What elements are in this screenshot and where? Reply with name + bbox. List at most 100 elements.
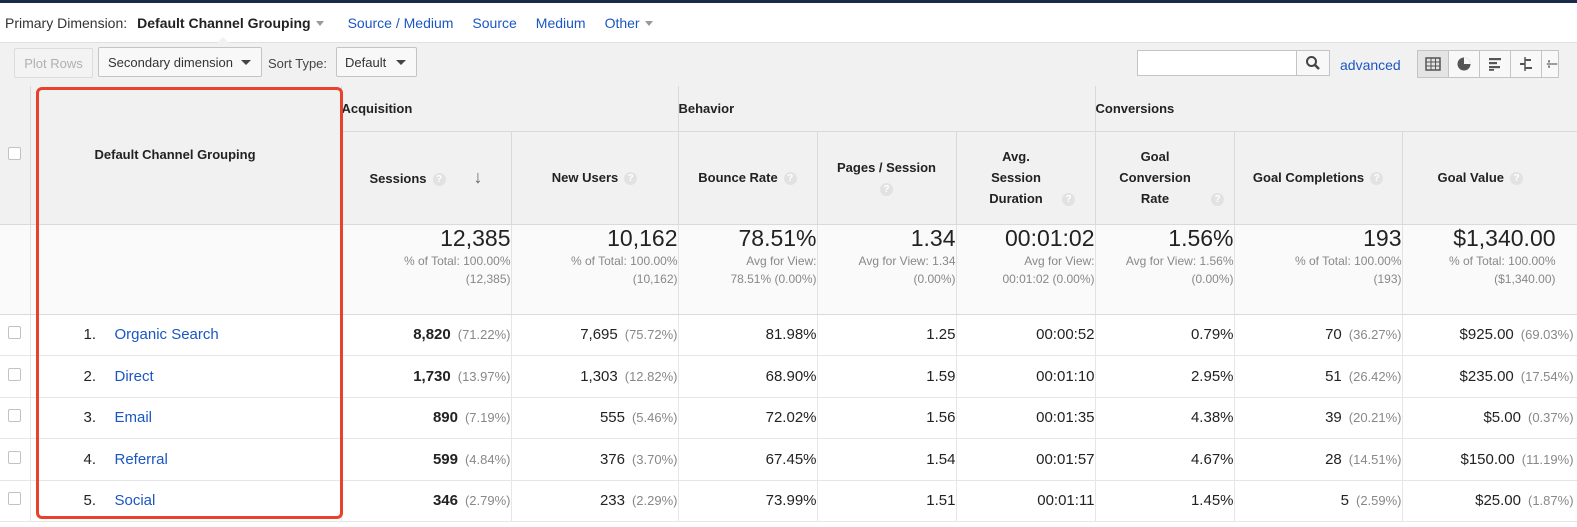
col-header-avg-session-duration[interactable]: Avg. Session Duration? xyxy=(956,131,1096,225)
comparison-view-button[interactable] xyxy=(1510,50,1542,78)
total-sub: Avg for View: 1.56% xyxy=(1125,253,1234,268)
row-dimension-cell: 4. Referral xyxy=(30,438,342,481)
sort-type-value: Default xyxy=(345,54,387,70)
total-sub: Avg for View: 1.34 xyxy=(858,253,956,268)
cell-goal-completions: 5 (2.59%) xyxy=(1234,480,1403,522)
row-checkbox-cell xyxy=(0,314,31,356)
cell-bounce-rate: 72.02% xyxy=(678,397,818,439)
row-checkbox[interactable] xyxy=(8,409,22,423)
row-dimension-cell: 1. Organic Search xyxy=(30,314,342,356)
select-all-checkbox[interactable] xyxy=(8,146,22,160)
cell-pages-session: 1.56 xyxy=(817,397,957,439)
cell-goal-completions: 51 (26.42%) xyxy=(1234,355,1403,398)
cell-sessions: 890 (7.19%) xyxy=(341,397,512,439)
cell-goal-conv-rate: 2.95% xyxy=(1095,355,1235,398)
cell-avg-duration: 00:01:57 xyxy=(956,438,1096,481)
help-icon[interactable]: ? xyxy=(1510,172,1523,186)
total-sub: % of Total: 100.00% xyxy=(403,253,511,268)
new-users-pct: (2.29%) xyxy=(631,493,678,509)
col-header-goal-conversion-rate[interactable]: Goal Conversion Rate? xyxy=(1095,131,1235,225)
sort-type-dropdown[interactable]: Default xyxy=(336,47,417,77)
dimension-header[interactable]: Default Channel Grouping xyxy=(30,86,342,225)
primary-dimension-bar: Primary Dimension: Default Channel Group… xyxy=(0,3,1577,45)
pivot-view-button[interactable] xyxy=(1541,50,1559,78)
new-users-value: 1,303 xyxy=(580,367,618,385)
total-avg-duration: 00:01:02 Avg for View: 00:01:02 (0.00%) xyxy=(956,224,1096,315)
new-users-value: 555 xyxy=(599,409,625,427)
row-checkbox[interactable] xyxy=(8,450,22,464)
help-icon[interactable]: ? xyxy=(1062,193,1075,207)
sessions-pct: (13.97%) xyxy=(457,368,511,384)
performance-view-icon xyxy=(1489,58,1501,71)
top-border xyxy=(0,0,1577,3)
goal-value-value: $235.00 xyxy=(1459,367,1514,385)
goal-completions-value: 70 xyxy=(1325,326,1342,344)
table-row: 2. Direct 1,730 (13.97%) 1,303 (12.82%) 68.90%… xyxy=(0,355,1577,398)
new-users-pct: (5.46%) xyxy=(631,410,678,426)
help-icon[interactable]: ? xyxy=(1211,193,1225,207)
dimension-link-source-medium[interactable]: Source / Medium xyxy=(347,14,454,31)
new-users-pct: (75.72%) xyxy=(624,327,678,343)
row-checkbox[interactable] xyxy=(8,326,22,340)
total-bounce-rate: 78.51% Avg for View: 78.51% (0.00%) xyxy=(678,224,818,315)
cell-goal-conv-rate: 0.79% xyxy=(1095,314,1235,356)
cell-sessions: 8,820 (71.22%) xyxy=(341,314,512,356)
table-row: 1. Organic Search 8,820 (71.22%) 7,695 (75.72… xyxy=(0,314,1577,356)
primary-dimension-active[interactable]: Default Channel Grouping xyxy=(137,15,324,45)
table-view-button[interactable] xyxy=(1417,50,1449,78)
col-header-sessions[interactable]: Sessions? ↓ xyxy=(341,131,512,225)
new-users-pct: (12.82%) xyxy=(624,368,678,384)
sessions-pct: (2.79%) xyxy=(464,493,511,509)
col-label: Goal Completions xyxy=(1252,170,1365,185)
cell-goal-completions: 70 (36.27%) xyxy=(1234,314,1403,356)
col-header-new-users[interactable]: New Users? xyxy=(511,131,679,225)
total-sub: % of Total: 100.00% xyxy=(1449,253,1556,268)
pie-view-button[interactable] xyxy=(1448,50,1480,78)
goal-completions-pct: (14.51%) xyxy=(1348,451,1402,467)
col-header-pages-session[interactable]: Pages / Session? xyxy=(817,131,957,225)
advanced-filter-link[interactable]: advanced xyxy=(1340,57,1401,73)
secondary-dimension-dropdown[interactable]: Secondary dimension xyxy=(98,47,262,77)
col-header-goal-completions[interactable]: Goal Completions? xyxy=(1234,131,1403,225)
cell-avg-duration: 00:01:10 xyxy=(956,355,1096,398)
new-users-value: 233 xyxy=(599,492,625,510)
sessions-value: 599 xyxy=(432,450,458,468)
col-label: Bounce Rate xyxy=(698,170,778,185)
search-button[interactable] xyxy=(1296,50,1330,76)
row-checkbox-cell xyxy=(0,355,31,398)
col-header-goal-value[interactable]: Goal Value? xyxy=(1402,131,1577,225)
channel-link[interactable]: Direct xyxy=(114,367,154,385)
row-checkbox[interactable] xyxy=(8,367,22,381)
dimension-link-medium[interactable]: Medium xyxy=(535,14,586,31)
sessions-pct: (71.22%) xyxy=(457,327,511,343)
col-label: Avg. Session Duration xyxy=(989,149,1043,206)
dimension-link-other[interactable]: Other xyxy=(605,15,653,31)
performance-view-button[interactable] xyxy=(1479,50,1511,78)
channel-link[interactable]: Organic Search xyxy=(114,326,219,344)
row-checkbox[interactable] xyxy=(8,492,22,506)
dimension-link-source[interactable]: Source xyxy=(472,14,517,31)
cell-goal-value: $925.00 (69.03%) xyxy=(1402,314,1577,356)
help-icon[interactable]: ? xyxy=(432,172,446,186)
help-icon[interactable]: ? xyxy=(624,172,638,186)
channel-link[interactable]: Email xyxy=(114,409,153,427)
select-all-cell xyxy=(0,86,31,225)
group-header-conversions: Conversions xyxy=(1095,86,1577,132)
pivot-view-icon xyxy=(1546,60,1558,68)
sessions-value: 346 xyxy=(432,492,458,510)
channel-link[interactable]: Social xyxy=(114,492,156,510)
help-icon[interactable]: ? xyxy=(880,182,893,196)
col-label: Sessions xyxy=(369,170,427,186)
col-header-bounce-rate[interactable]: Bounce Rate? xyxy=(678,131,818,225)
table-search-input[interactable] xyxy=(1137,50,1297,76)
help-icon[interactable]: ? xyxy=(783,172,797,186)
cell-goal-conv-rate: 4.38% xyxy=(1095,397,1235,439)
help-icon[interactable]: ? xyxy=(1370,172,1384,186)
channel-link[interactable]: Referral xyxy=(114,450,168,468)
total-value: $1,340.00 xyxy=(1453,224,1556,251)
total-sub: (0.00%) xyxy=(1191,271,1234,286)
goal-value-value: $5.00 xyxy=(1483,409,1521,427)
plot-rows-button[interactable]: Plot Rows xyxy=(14,48,93,78)
sort-arrow-down-icon: ↓ xyxy=(473,166,483,187)
total-new-users: 10,162 % of Total: 100.00% (10,162) xyxy=(511,224,679,315)
